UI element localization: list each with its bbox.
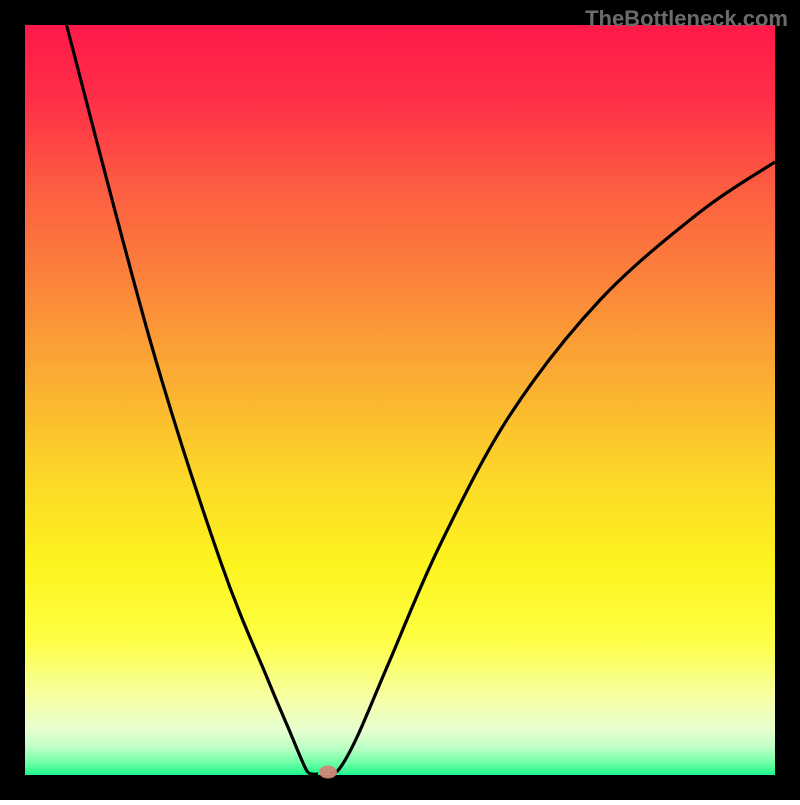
watermark-text: TheBottleneck.com	[585, 6, 788, 32]
gradient-background	[25, 25, 775, 775]
chart-container: TheBottleneck.com	[0, 0, 800, 800]
chart-canvas	[0, 0, 800, 800]
minimum-marker	[319, 766, 337, 779]
